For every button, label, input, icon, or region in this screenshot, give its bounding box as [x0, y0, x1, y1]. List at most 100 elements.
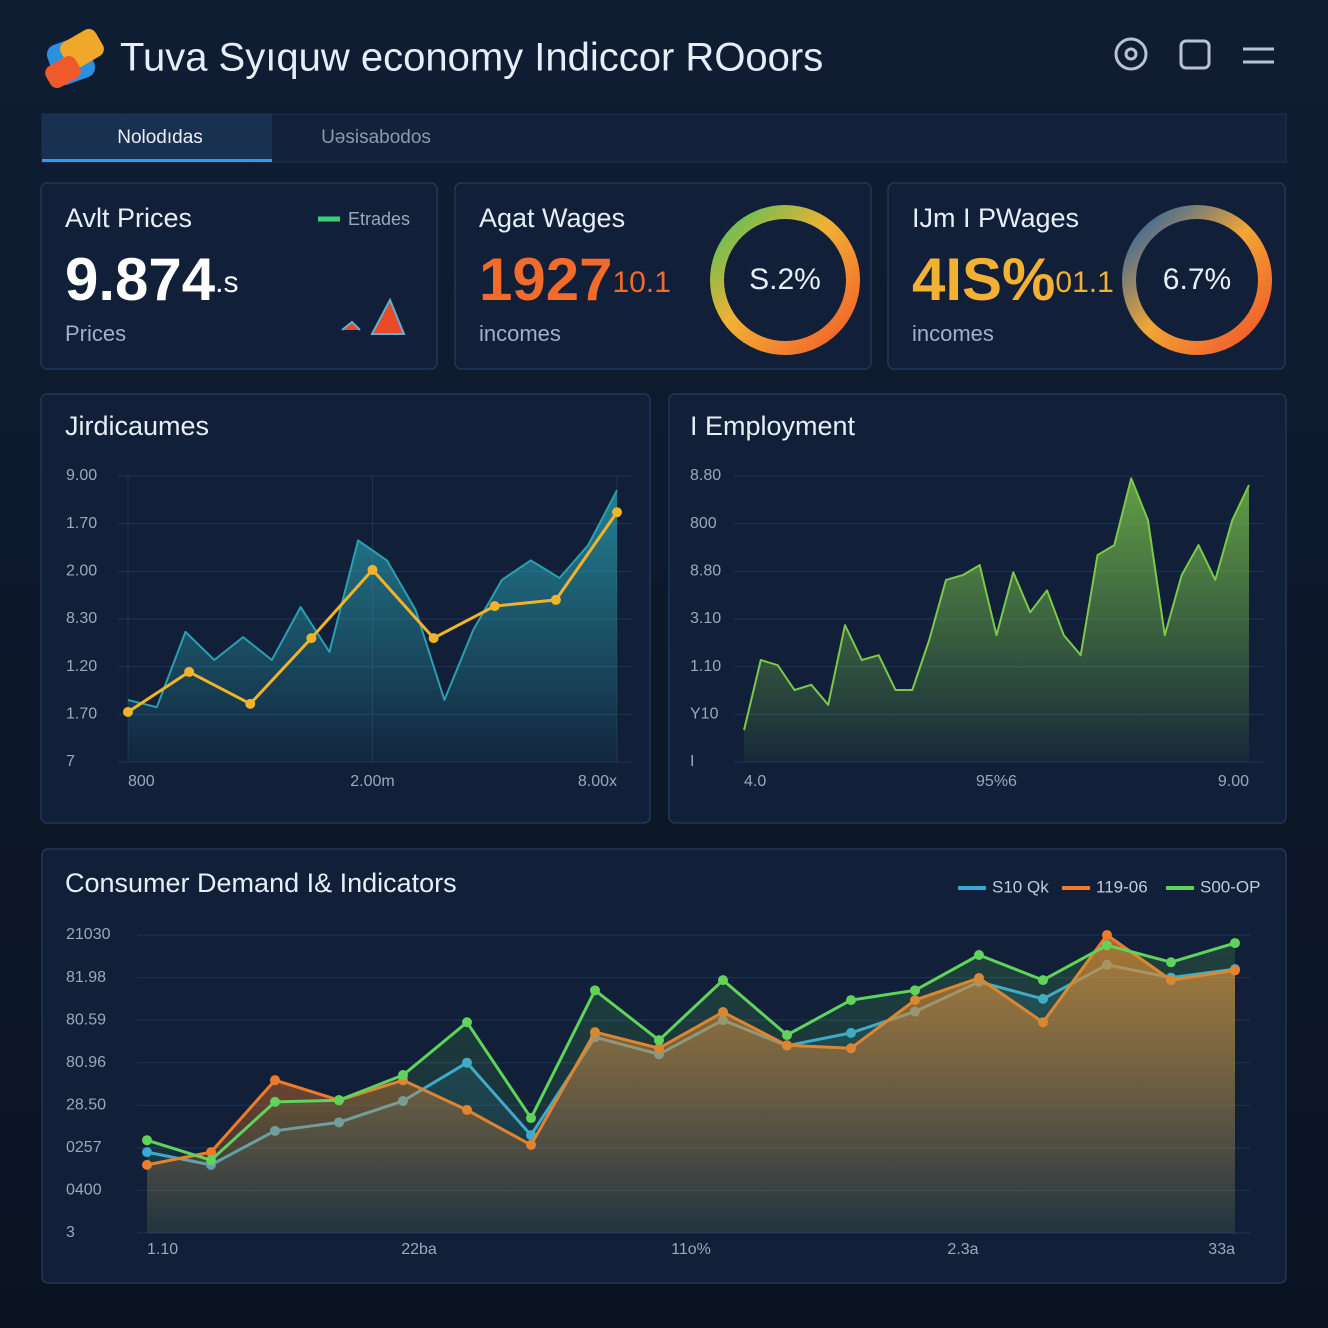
y-tick-label: 80.59 [66, 1011, 106, 1028]
y-tick-label: 9.00 [66, 467, 97, 484]
point [334, 1095, 344, 1106]
card-value: 9.874.s [65, 246, 239, 313]
point [245, 698, 256, 709]
tab[interactable]: Uəsisabodos [321, 127, 431, 148]
area [744, 478, 1249, 762]
point [846, 995, 856, 1006]
point [782, 1030, 792, 1041]
point [550, 594, 561, 605]
x-tick-label: 4.0 [744, 773, 766, 790]
card-caption: incomes [912, 321, 994, 346]
card-value-main: 4IS% [912, 246, 1055, 313]
y-tick-label: 1.70 [66, 515, 97, 532]
header-icons[interactable] [1114, 37, 1274, 71]
card-value: 4IS%01.1 [912, 246, 1114, 313]
area [147, 943, 1235, 1233]
card-value-main: 1927 [479, 246, 612, 313]
x-tick-label: 9.00 [1218, 773, 1249, 790]
ring-label: S.2% [749, 263, 821, 296]
app-title: Tuva Syıquw economy Indiccor ROoors [120, 36, 823, 80]
x-tick-label: 11o% [671, 1241, 711, 1258]
x-tick-label: 22ba [401, 1241, 437, 1258]
ring [710, 205, 860, 355]
y-tick-label: 8.80 [690, 467, 721, 484]
area [128, 490, 617, 762]
card-title: IJm I PWages [912, 203, 1079, 233]
y-tick-label: 0257 [66, 1139, 102, 1156]
y-tick-label: 80.96 [66, 1054, 106, 1071]
point [489, 601, 500, 612]
point [1166, 957, 1176, 968]
point [206, 1147, 216, 1158]
point [398, 1070, 408, 1081]
y-tick-label: 7 [66, 753, 75, 770]
active-tab[interactable] [42, 114, 272, 162]
y-tick-label: 1.70 [66, 706, 97, 723]
tab[interactable]: Nolodıdas [117, 127, 203, 148]
chart-title: Consumer Demand I& Indicators [65, 868, 457, 898]
point [612, 507, 622, 518]
ring [1122, 205, 1272, 355]
y-tick-label: 1.10 [690, 658, 721, 675]
legend-label: 119-06 [1096, 877, 1148, 896]
y-tick-label: 81.98 [66, 969, 106, 986]
y-tick-label: 1.20 [66, 658, 97, 675]
point [270, 1075, 280, 1086]
line [146, 941, 1236, 1162]
line [127, 489, 618, 709]
ring-label: 6.7% [1163, 263, 1231, 296]
card [887, 182, 1286, 370]
card-value: 192710.1 [479, 246, 671, 313]
y-tick-label: 800 [690, 515, 717, 532]
point [206, 1155, 216, 1166]
card-caption: incomes [479, 321, 561, 346]
point [1230, 938, 1240, 949]
card-caption: Prices [65, 321, 126, 346]
point [462, 1017, 472, 1028]
y-tick-label: 0400 [66, 1182, 102, 1199]
x-tick-label: 8.00x [578, 773, 617, 790]
line [743, 477, 1250, 731]
card-value-suffix: .s [215, 266, 238, 299]
point [718, 975, 728, 986]
legend-label: S10 Qk [992, 877, 1049, 896]
y-tick-label: 3 [66, 1224, 75, 1241]
point [590, 985, 600, 996]
x-tick-label: 33a [1208, 1241, 1235, 1258]
card-title: Agat Wages [479, 203, 625, 233]
y-tick-label: 21030 [66, 926, 111, 943]
point [654, 1035, 664, 1046]
y-tick-label: 2.00 [66, 563, 97, 580]
card-title: Avlt Prices [65, 203, 192, 233]
x-tick-label: 2.3a [947, 1241, 978, 1258]
card-value-main: 9.874 [65, 246, 216, 313]
point [270, 1096, 280, 1107]
x-tick-label: 2.00m [350, 773, 394, 790]
chart-title: I Employment [690, 411, 856, 441]
card-value-suffix: 01.1 [1055, 266, 1113, 299]
card [40, 182, 438, 370]
y-tick-label: Y10 [690, 706, 719, 723]
card [454, 182, 872, 370]
legend-label: Etrades [348, 209, 410, 229]
logo [45, 28, 104, 88]
point [974, 950, 984, 961]
y-tick-label: I [690, 753, 694, 770]
card-value-suffix: 10.1 [612, 266, 670, 299]
point [184, 666, 195, 677]
y-tick-label: 3.10 [690, 610, 721, 627]
chart-title: Jirdicaumes [65, 411, 209, 441]
y-tick-label: 8.30 [66, 610, 97, 627]
tab-underline [42, 159, 272, 162]
x-tick-label: 1.10 [147, 1241, 178, 1258]
point [367, 564, 378, 575]
y-tick-label: 8.80 [690, 563, 721, 580]
point [306, 633, 317, 644]
legend-label: S00-OP [1200, 877, 1260, 896]
point [1038, 975, 1048, 986]
point [910, 985, 920, 996]
point [1102, 930, 1112, 940]
sparkline [341, 297, 406, 335]
y-tick-label: 28.50 [66, 1097, 106, 1114]
